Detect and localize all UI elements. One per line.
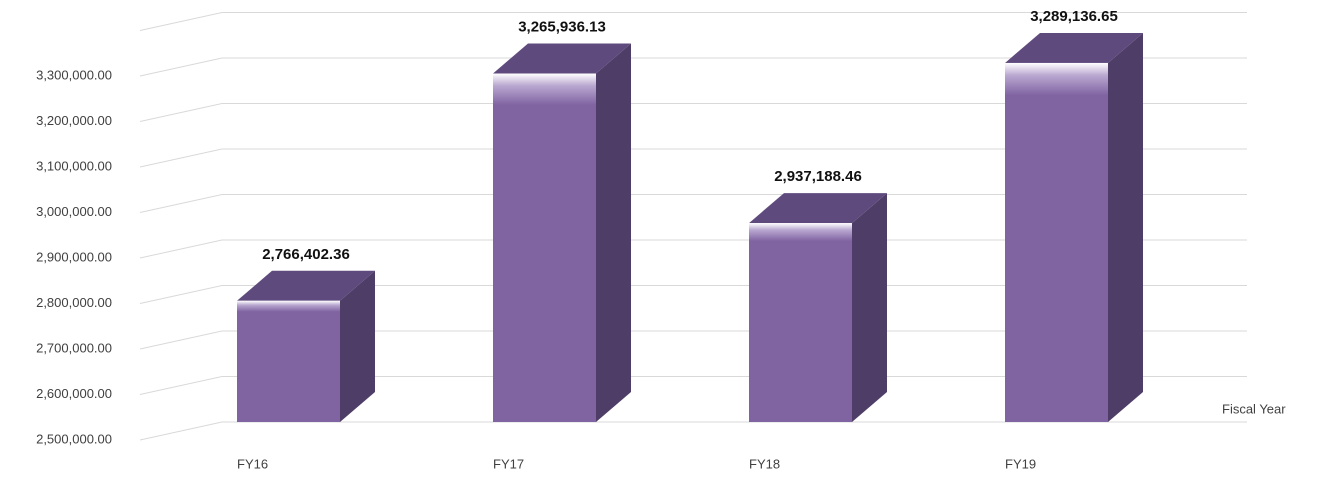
bar-top <box>1005 32 1143 63</box>
y-tick-label: 2,700,000.00 <box>36 340 112 355</box>
bar <box>749 223 852 422</box>
y-tick-label: 2,900,000.00 <box>36 249 112 264</box>
bar-side <box>596 43 631 423</box>
grid-line <box>139 285 1247 304</box>
bar-side <box>340 270 375 422</box>
y-tick-label: 2,600,000.00 <box>36 386 112 401</box>
bar <box>237 300 340 422</box>
y-tick-label: 3,000,000.00 <box>36 204 112 219</box>
bar-top <box>237 270 375 301</box>
x-axis-label: Fiscal Year <box>1222 401 1286 416</box>
data-label: 3,265,936.13 <box>518 18 606 35</box>
grid-line <box>139 239 1247 259</box>
data-label: 2,937,188.46 <box>774 168 862 185</box>
y-tick-label: 3,100,000.00 <box>36 158 112 173</box>
y-tick-label: 3,200,000.00 <box>36 113 112 128</box>
grid-line <box>139 12 1247 31</box>
grid-line <box>139 57 1247 77</box>
grid-line <box>139 103 1247 122</box>
grid-line <box>139 421 1247 441</box>
grid-line <box>139 376 1247 395</box>
data-label: 2,766,402.36 <box>262 246 350 263</box>
y-tick-label: 2,500,000.00 <box>36 431 112 446</box>
bar <box>493 73 596 423</box>
grid-line <box>139 330 1247 350</box>
bar-side <box>852 193 887 422</box>
bar <box>1005 62 1108 423</box>
x-tick-label: FY18 <box>749 456 780 471</box>
y-tick-label: 3,300,000.00 <box>36 67 112 82</box>
x-tick-label: FY16 <box>237 456 268 471</box>
grid-line <box>139 148 1247 168</box>
bar-side <box>1108 32 1143 423</box>
x-tick-label: FY19 <box>1005 456 1036 471</box>
bar-top <box>749 193 887 224</box>
x-tick-label: FY17 <box>493 456 524 471</box>
bar-top <box>493 43 631 74</box>
grid-line <box>139 194 1247 213</box>
data-label: 3,289,136.65 <box>1030 8 1118 25</box>
y-tick-label: 2,800,000.00 <box>36 295 112 310</box>
